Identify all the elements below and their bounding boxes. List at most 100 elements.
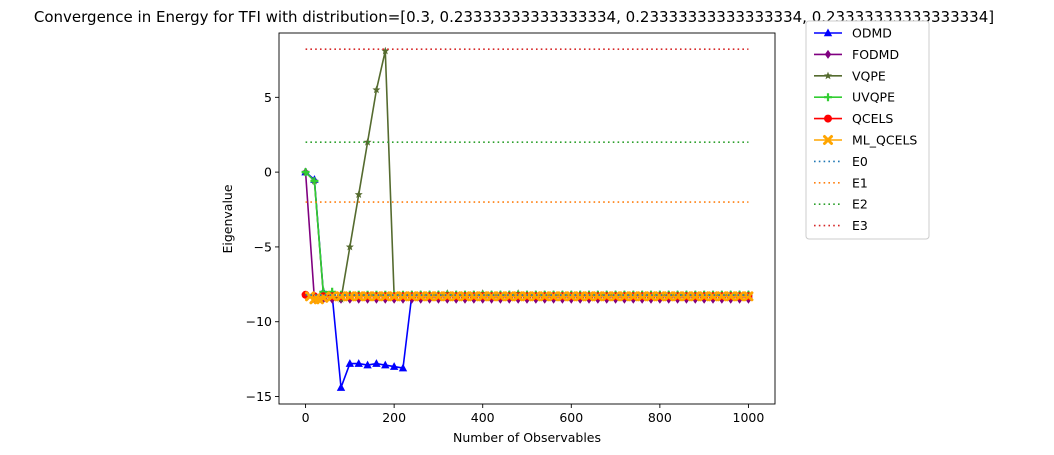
data-point-odmd [398,363,408,372]
legend-label-e1: E1 [852,175,868,190]
data-point-ml-qcels [725,291,736,302]
data-point-ml-qcels [380,291,391,302]
y-tick-label: −15 [246,389,272,404]
legend-item-odmd: ODMD [814,26,892,41]
data-point-ml-qcels [486,291,497,302]
data-point-uvqpe [310,177,319,186]
x-tick-label: 0 [302,410,310,425]
data-point-ml-qcels [557,291,568,302]
data-point-uvqpe [301,168,310,177]
legend-item-e1: E1 [814,175,868,190]
legend-label-odmd: ODMD [852,26,892,41]
y-axis-label: Eigenvalue [220,184,235,253]
data-point-ml-qcels [681,291,692,302]
x-tick-label: 1000 [733,410,765,425]
legend-marker-uvqpe [824,93,832,102]
data-point-ml-qcels [637,291,648,302]
data-point-ml-qcels [592,291,603,302]
x-axis: 0 200 400 600 800 1000 [302,404,765,425]
data-point-vqpe [381,46,390,55]
data-point-odmd [381,360,390,369]
data-point-ml-qcels [708,291,718,302]
y-tick-label: 0 [264,165,272,180]
legend-label-qcels: QCELS [852,111,893,126]
legend-item-uvqpe: UVQPE [814,90,895,105]
legend-label-ml-qcels: ML_QCELS [852,133,917,148]
legend-label-e3: E3 [852,218,868,233]
data-point-ml-qcels [477,291,488,302]
x-axis-label: Number of Observables [453,430,601,445]
data-point-odmd [372,359,381,367]
data-point-odmd [336,383,346,391]
data-point-ml-qcels [504,291,515,302]
y-tick-label: −10 [246,314,272,329]
data-point-ml-qcels [690,291,701,302]
plot-frame [278,32,776,405]
data-point-ml-qcels [389,291,400,302]
data-point-ml-qcels [522,291,532,302]
series-vqpe [301,46,753,303]
data-point-ml-qcels [451,291,462,302]
data-point-ml-qcels [424,291,435,302]
data-point-ml-qcels [628,291,639,302]
data-point-ml-qcels [442,291,453,302]
data-point-ml-qcels [371,291,382,302]
legend-marker-odmd [823,28,833,37]
data-point-vqpe [372,85,381,94]
y-tick-label: −5 [254,239,272,254]
series-fodmd [302,167,752,304]
series-line-ml-qcels [309,295,749,301]
data-point-ml-qcels [336,291,346,302]
y-axis: −15 −10 −5 0 5 [246,90,279,404]
legend-marker-qcels [824,114,832,123]
data-point-ml-qcels [734,291,745,302]
data-point-ml-qcels [344,291,355,302]
legend-label-fodmd: FODMD [852,47,899,62]
data-point-ml-qcels [716,291,727,302]
data-point-ml-qcels [672,291,683,302]
data-point-ml-qcels [610,291,621,302]
legend-item-qcels: QCELS [814,111,893,126]
data-point-ml-qcels [575,291,586,302]
data-point-ml-qcels [743,291,754,302]
data-point-ml-qcels [398,291,408,302]
legend-label-uvqpe: UVQPE [852,90,895,105]
series-ml-qcels [305,291,754,305]
data-point-ml-qcels [539,291,550,302]
data-point-ml-qcels [513,291,524,302]
data-point-ml-qcels [699,291,710,302]
x-tick-label: 600 [559,410,583,425]
data-point-odmd [345,359,355,367]
series-line-uvqpe [305,171,749,296]
legend-item-e0: E0 [814,154,868,169]
data-point-odmd [363,360,372,369]
chart-title: Convergence in Energy for TFI with distr… [34,8,994,26]
legend: ODMD FODMD VQPE UVQPE QCELS ML_QCELS E0 E1 E2 E3 [805,20,930,240]
legend-item-e3: E3 [814,218,868,233]
data-point-odmd [389,362,399,370]
data-point-odmd [354,359,363,367]
series-line-fodmd [304,172,749,301]
series-odmd [301,167,753,391]
legend-label-e2: E2 [852,197,868,212]
data-point-ml-qcels [406,291,417,302]
x-tick-label: 200 [382,410,406,425]
legend-item-e2: E2 [814,197,868,212]
data-point-ml-qcels [460,291,470,302]
data-point-ml-qcels [654,291,665,302]
data-point-ml-qcels [566,291,577,302]
data-point-ml-qcels [619,291,630,302]
data-point-ml-qcels [433,291,444,302]
y-tick-label: 5 [264,90,272,105]
series-uvqpe [301,168,753,299]
data-point-ml-qcels [663,291,674,302]
data-point-ml-qcels [601,291,612,302]
plot-area [301,46,754,391]
series-line-vqpe [305,50,749,301]
legend-item-ml-qcels: ML_QCELS [814,133,917,148]
legend-label-e0: E0 [852,154,868,169]
data-point-ml-qcels [415,291,426,302]
data-point-vqpe [345,242,354,251]
legend-item-vqpe: VQPE [814,68,886,83]
